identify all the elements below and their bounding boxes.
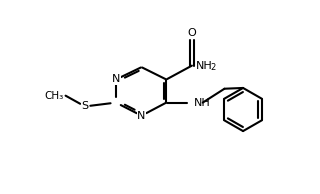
Text: NH: NH xyxy=(196,61,212,71)
Text: 2: 2 xyxy=(211,63,216,72)
Text: O: O xyxy=(188,28,196,38)
Text: NH: NH xyxy=(194,98,210,108)
Text: N: N xyxy=(112,74,120,85)
Text: CH₃: CH₃ xyxy=(45,91,64,101)
Text: S: S xyxy=(81,101,89,111)
Text: N: N xyxy=(137,111,146,121)
